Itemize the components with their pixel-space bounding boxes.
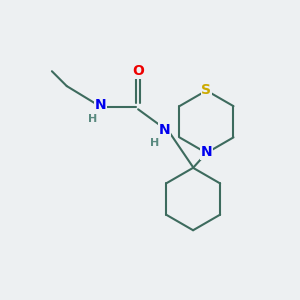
Text: O: O <box>132 64 144 78</box>
Text: H: H <box>88 114 97 124</box>
Text: S: S <box>202 83 212 97</box>
Text: N: N <box>159 123 171 137</box>
Text: N: N <box>201 146 212 159</box>
Text: H: H <box>150 138 160 148</box>
Text: N: N <box>95 98 107 112</box>
